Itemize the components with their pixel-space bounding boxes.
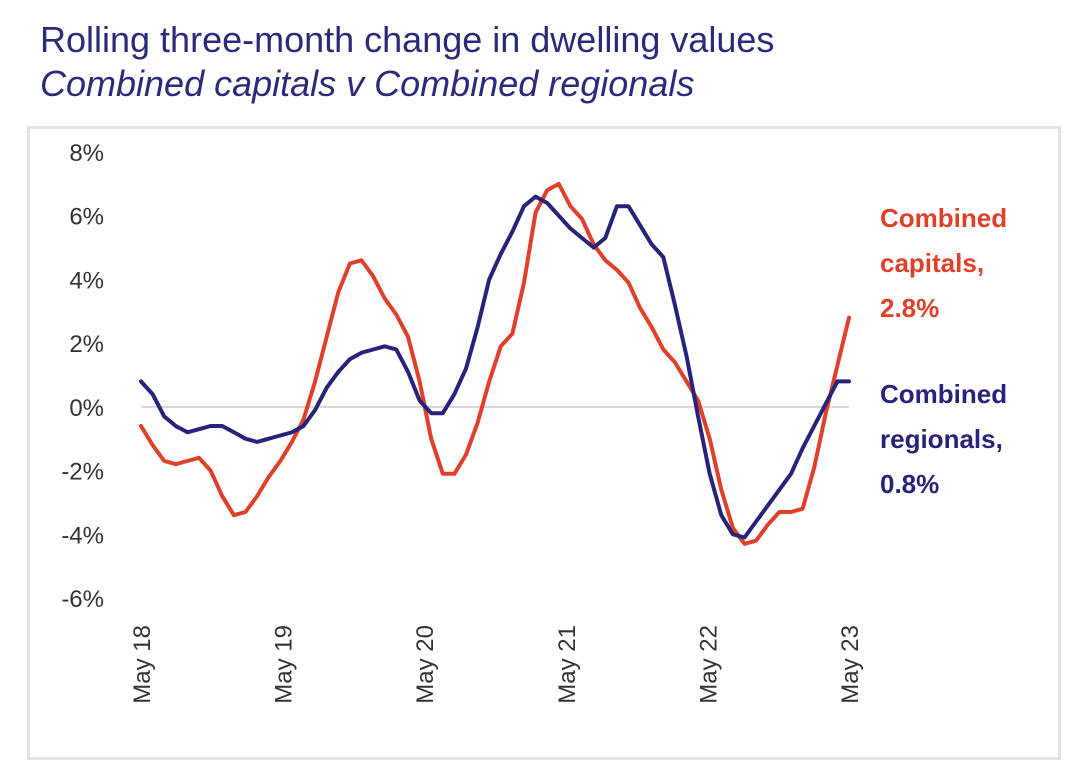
y-tick-label: 2% bbox=[69, 331, 104, 358]
x-tick-label: May 20 bbox=[412, 625, 439, 704]
end-label-capitals: Combined capitals, 2.8% bbox=[880, 203, 1007, 323]
y-tick-label: -2% bbox=[61, 459, 104, 486]
x-tick-label: May 23 bbox=[837, 625, 864, 704]
series-line-capitals bbox=[139, 181, 851, 546]
x-tick-label: May 18 bbox=[129, 625, 156, 704]
y-tick-label: 6% bbox=[69, 204, 104, 231]
end-label-line: 0.8% bbox=[880, 469, 939, 499]
y-tick-label: 8% bbox=[69, 140, 104, 167]
end-label-line: capitals, bbox=[880, 248, 984, 278]
y-tick-label: -4% bbox=[61, 522, 104, 549]
series-line-regionals bbox=[139, 194, 851, 540]
x-tick-label: May 22 bbox=[695, 625, 722, 704]
y-tick-label: -6% bbox=[61, 586, 104, 613]
x-tick-label: May 21 bbox=[554, 625, 581, 704]
end-label-line: regionals, bbox=[880, 424, 1003, 454]
end-label-regionals: Combined regionals, 0.8% bbox=[880, 379, 1007, 499]
x-tick-label: May 19 bbox=[271, 625, 298, 704]
chart-title: Rolling three-month change in dwelling v… bbox=[40, 19, 775, 60]
chart-panel bbox=[27, 126, 1061, 760]
y-tick-label: 0% bbox=[69, 395, 104, 422]
end-label-line: 2.8% bbox=[880, 293, 939, 323]
chart-heading: Rolling three-month change in dwelling v… bbox=[40, 18, 774, 106]
end-label-line: Combined bbox=[880, 203, 1007, 233]
end-label-line: Combined bbox=[880, 379, 1007, 409]
chart-subtitle: Combined capitals v Combined regionals bbox=[40, 63, 695, 104]
y-tick-label: 4% bbox=[69, 267, 104, 294]
